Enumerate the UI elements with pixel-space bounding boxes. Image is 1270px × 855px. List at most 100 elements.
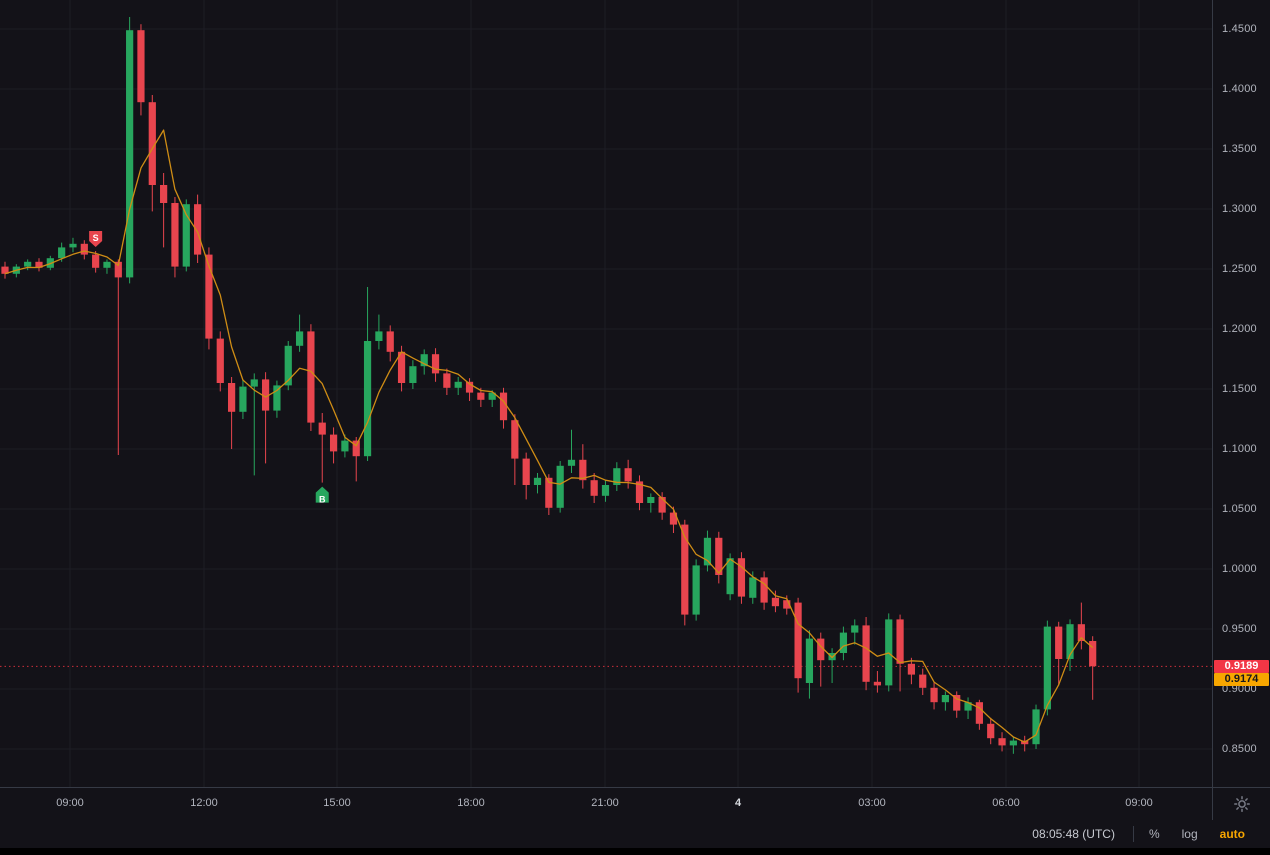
candle bbox=[420, 349, 428, 375]
candle-body bbox=[420, 354, 428, 367]
candle-body bbox=[647, 497, 655, 503]
candle bbox=[771, 590, 780, 613]
candle-body bbox=[998, 738, 1006, 746]
buy-marker[interactable]: B bbox=[315, 486, 329, 505]
candle-body bbox=[477, 392, 485, 400]
price-tick-label: 1.2500 bbox=[1222, 263, 1257, 275]
candle-body bbox=[975, 702, 983, 724]
candle-body bbox=[1089, 641, 1097, 667]
candle-body bbox=[907, 663, 915, 675]
candle-body bbox=[228, 383, 236, 412]
candle-body bbox=[261, 379, 270, 411]
marker-label: S bbox=[93, 233, 99, 243]
candle bbox=[363, 287, 372, 461]
price-axis[interactable]: 0.8500 0.9000 0.9500 1.0000 1.0500 1.1000 1.15… bbox=[1212, 0, 1270, 787]
candle-body bbox=[431, 354, 440, 374]
candle bbox=[160, 173, 168, 248]
time-tick-label: 06:00 bbox=[992, 797, 1020, 809]
candle-body bbox=[273, 385, 281, 411]
candle-body bbox=[1032, 709, 1040, 745]
candle bbox=[24, 259, 32, 271]
candle-body bbox=[726, 558, 734, 595]
candle bbox=[148, 95, 156, 212]
candle bbox=[239, 379, 247, 419]
candle-body bbox=[137, 30, 145, 103]
candle bbox=[261, 372, 270, 464]
candle bbox=[862, 617, 870, 691]
time-tick-label: 03:00 bbox=[858, 797, 886, 809]
candle bbox=[998, 732, 1006, 752]
candle bbox=[35, 258, 43, 272]
candle bbox=[828, 648, 836, 683]
candle bbox=[375, 314, 383, 350]
candle-body bbox=[737, 558, 746, 597]
candle bbox=[601, 480, 610, 502]
clock-utc[interactable]: 08:05:48 (UTC) bbox=[1032, 827, 1115, 841]
candle bbox=[318, 413, 326, 483]
candle-body bbox=[1055, 626, 1063, 659]
candle bbox=[919, 668, 927, 695]
candle bbox=[103, 259, 111, 274]
candle-body bbox=[919, 674, 927, 688]
candle bbox=[386, 325, 394, 362]
candle bbox=[69, 237, 77, 253]
candle bbox=[1032, 704, 1040, 749]
sell-marker[interactable]: S bbox=[89, 231, 103, 247]
gear-icon[interactable] bbox=[1233, 795, 1251, 813]
candle-body bbox=[1043, 626, 1051, 710]
candle bbox=[1055, 621, 1063, 686]
candle bbox=[205, 247, 213, 350]
candle bbox=[488, 390, 496, 407]
candle-body bbox=[533, 477, 542, 485]
candle bbox=[907, 657, 915, 685]
candle-body bbox=[92, 254, 100, 268]
candle bbox=[114, 259, 122, 455]
candle-body bbox=[307, 331, 315, 423]
candle bbox=[635, 475, 644, 511]
candle-body bbox=[363, 341, 372, 457]
candle bbox=[284, 341, 292, 391]
candle-body bbox=[873, 681, 882, 686]
candle-body bbox=[375, 331, 383, 341]
candle bbox=[454, 377, 462, 395]
time-tick-label: 15:00 bbox=[323, 797, 351, 809]
candle-body bbox=[613, 468, 621, 485]
candle bbox=[590, 473, 598, 503]
candle-body bbox=[397, 351, 406, 383]
candle-body bbox=[941, 695, 949, 703]
marker-label: B bbox=[319, 494, 326, 504]
axis-settings-corner[interactable] bbox=[1212, 788, 1270, 820]
candle bbox=[307, 324, 315, 431]
candle-body bbox=[987, 723, 995, 739]
price-tick-label: 1.0500 bbox=[1222, 503, 1257, 515]
candle-body bbox=[567, 459, 576, 466]
auto-scale-button[interactable]: auto bbox=[1219, 827, 1245, 841]
bottom-strip bbox=[0, 848, 1270, 855]
candle-body bbox=[851, 625, 859, 633]
order-price-badge: 0.9174 bbox=[1214, 672, 1269, 686]
candle-body bbox=[239, 386, 247, 412]
grid bbox=[0, 0, 1212, 787]
candle-body bbox=[24, 261, 32, 267]
candle bbox=[182, 199, 190, 272]
candle bbox=[703, 530, 712, 572]
buy-shield bbox=[315, 486, 329, 503]
date-tick-label: 4 bbox=[734, 797, 742, 809]
candle-body bbox=[817, 638, 825, 661]
candle bbox=[137, 24, 145, 116]
log-scale-button[interactable]: log bbox=[1181, 827, 1198, 841]
time-axis[interactable]: 09:00 12:00 15:00 18:00 21:00 4 03:00 06:00 09:0… bbox=[0, 788, 1212, 820]
candle-body bbox=[896, 619, 904, 664]
candle-body bbox=[1066, 624, 1074, 659]
candle-body bbox=[284, 345, 292, 386]
candle-body bbox=[205, 254, 213, 339]
candle bbox=[873, 671, 882, 693]
candle bbox=[341, 434, 349, 458]
divider bbox=[1132, 826, 1134, 842]
candle bbox=[896, 614, 904, 692]
candle-body bbox=[556, 465, 564, 508]
candle bbox=[930, 681, 938, 710]
candle bbox=[273, 380, 281, 418]
percent-scale-button[interactable]: % bbox=[1148, 827, 1160, 841]
